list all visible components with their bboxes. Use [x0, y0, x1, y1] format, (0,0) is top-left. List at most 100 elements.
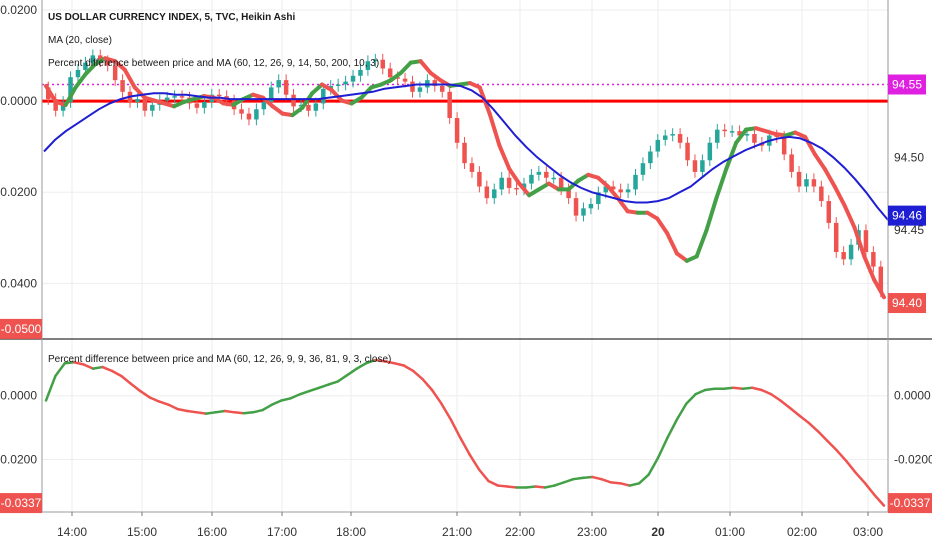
oscillator-segment — [308, 386, 321, 393]
x-tick-label: 01:00 — [715, 525, 745, 539]
oscillator-segment — [91, 365, 104, 370]
chart-title: US DOLLAR CURRENCY INDEX, 5, TVC, Heikin… — [48, 12, 295, 23]
oscillator-segment — [148, 396, 161, 403]
candle-body — [737, 131, 742, 136]
ha-segment — [487, 111, 502, 148]
candle-body — [142, 99, 148, 111]
oscillator-segment — [496, 484, 509, 488]
oscillator-segment — [63, 361, 76, 365]
candle-body — [239, 109, 244, 114]
legend-entry-percent-diff: Percent difference between price and MA … — [48, 58, 379, 69]
top-left-badge-bg — [0, 318, 42, 339]
oscillator-segment — [506, 485, 519, 489]
candle-body — [715, 129, 720, 143]
oscillator-segment — [750, 386, 763, 392]
candle-body — [804, 179, 809, 187]
oscillator-segment — [82, 363, 95, 370]
candle-body — [536, 171, 542, 175]
candle-body — [499, 177, 504, 190]
candle-body — [60, 101, 66, 111]
candle-body — [640, 163, 646, 175]
candle-body — [529, 174, 534, 184]
top-right-badge: 94.40 — [892, 296, 922, 310]
oscillator-segment — [336, 373, 349, 383]
candle-body — [365, 61, 371, 70]
oscillator-segment — [487, 479, 500, 487]
candle-body — [291, 94, 296, 107]
ha-segment — [605, 184, 620, 201]
candle-body — [105, 61, 110, 66]
oscillator-segment — [317, 383, 330, 390]
ha-segment — [812, 152, 827, 171]
candle-body — [603, 186, 609, 193]
candle-body — [596, 192, 601, 204]
candle-body — [90, 55, 96, 63]
price-badges: -0.0500 94.55 94.46 94.40 -0.0337 -0.0337 — [0, 74, 932, 514]
oscillator-segment — [675, 402, 688, 421]
candle-body — [707, 142, 713, 161]
candle-body — [610, 186, 616, 190]
bottom-left-tick-label: 0.0000 — [0, 389, 37, 403]
candle-body — [454, 118, 460, 143]
candle-body — [194, 103, 200, 108]
ha-segment — [517, 181, 532, 198]
candle-body — [819, 186, 824, 202]
oscillator-segment — [138, 389, 151, 399]
candle-body — [387, 68, 393, 78]
candle-body — [878, 266, 884, 292]
right-axis-tick-label: 94.50 — [894, 150, 924, 164]
x-tick-label: 15:00 — [127, 525, 157, 539]
x-tick-label: 21:00 — [442, 525, 472, 539]
oscillator-segment — [346, 367, 358, 377]
oscillator-segment — [167, 403, 180, 411]
candle-body — [306, 104, 311, 111]
x-tick-label: 23:00 — [577, 525, 607, 539]
oscillator-segment — [553, 481, 566, 487]
candle-body — [722, 129, 727, 132]
ha-segment — [822, 167, 837, 189]
candle-body — [343, 81, 348, 85]
oscillator-segment — [411, 369, 424, 381]
ha-segment — [310, 82, 325, 96]
ha-segment — [428, 70, 443, 83]
top-right-badge: 94.55 — [892, 78, 922, 92]
oscillator-segment — [732, 386, 745, 390]
oscillator-segment — [101, 365, 114, 373]
oscillator-segment — [779, 399, 792, 410]
moving-average-line — [43, 83, 889, 221]
candle-body — [120, 80, 125, 92]
candle-body — [833, 222, 839, 253]
oscillator-segment — [44, 374, 57, 402]
candle-body — [321, 88, 326, 104]
candle-body — [729, 131, 735, 133]
candle-body — [402, 78, 408, 82]
candle-body — [484, 186, 490, 199]
ha-segment — [566, 178, 581, 192]
ha-segment — [300, 91, 315, 110]
candle-body — [670, 134, 675, 136]
oscillator-segment — [393, 362, 406, 367]
candle-body — [588, 203, 594, 209]
candle-body — [380, 59, 386, 69]
ha-segment — [803, 134, 817, 157]
ha-segment — [842, 203, 857, 230]
oscillator-line — [44, 358, 886, 507]
oscillator-segment — [223, 409, 236, 414]
oscillator-segment — [214, 409, 227, 414]
candle-body — [492, 189, 497, 199]
candle-body — [216, 94, 222, 97]
candle-body — [566, 189, 571, 199]
candle-body — [811, 179, 817, 187]
oscillator-segment — [543, 484, 556, 489]
candle-body — [254, 109, 259, 120]
candle-body — [655, 139, 661, 152]
grid-lines — [42, 0, 888, 512]
candle-body — [841, 252, 846, 260]
candlestick-series — [46, 49, 884, 298]
candle-body — [335, 84, 341, 86]
ha-segment — [694, 228, 709, 259]
oscillator-segment — [72, 361, 85, 366]
ma-path — [43, 83, 889, 221]
oscillator-segment — [261, 403, 274, 412]
